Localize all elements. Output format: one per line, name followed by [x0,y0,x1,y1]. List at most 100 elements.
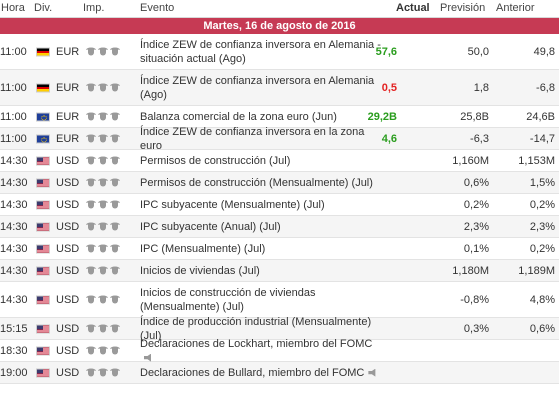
forecast-value: 0,3% [463,322,489,335]
previous-value: 24,6B [526,110,555,123]
event-time: 14:30 [0,293,28,306]
importance-icon [86,244,120,253]
event-name[interactable]: Declaraciones de Bullard, miembro del FO… [140,366,385,380]
importance-icon [86,178,120,187]
header-previous[interactable]: Anterior [496,2,535,14]
previous-value: 1,153M [518,154,555,167]
previous-value: -14,7 [529,132,555,145]
event-time: 14:30 [0,154,28,167]
table-row[interactable]: 19:00 USD Declaraciones de Bullard, miembr… [0,362,559,384]
table-row[interactable]: 18:30 USD Declaraciones de Lockhart, miemb… [0,337,559,365]
event-name[interactable]: Índice ZEW de confianza inversora en Ale… [140,74,385,102]
event-time: 18:30 [0,344,28,357]
bull-icon [110,324,120,333]
table-row[interactable]: 11:00 EUR Índice ZEW de confianza inversor… [0,125,559,153]
speaker-icon [144,353,151,362]
currency-code: USD [56,176,80,189]
event-label[interactable]: Declaraciones de Lockhart, miembro del F… [140,337,373,350]
bull-icon [86,266,96,275]
actual-value: 57,6 [375,45,397,58]
header-actual[interactable]: Actual [396,2,430,14]
speaker-icon [368,368,376,377]
bull-icon [86,324,96,333]
event-name[interactable]: Declaraciones de Lockhart, miembro del F… [140,337,385,365]
forecast-value: 25,8B [460,110,489,123]
event-label[interactable]: Permisos de construcción (Mensualmente) … [140,176,373,189]
previous-value: 0,2% [529,242,555,255]
header-importance: Imp. [83,2,105,14]
table-row[interactable]: 14:30 USD IPC subyacente (Mensualmente) (J… [0,194,559,216]
bull-icon [98,368,108,377]
event-label[interactable]: Declaraciones de Bullard, miembro del FO… [140,366,365,379]
table-row[interactable]: 14:30 USD IPC (Mensualmente) (Jul) 0,1% 0,2% [0,238,559,260]
table-row[interactable]: 14:30 USD IPC subyacente (Anual) (Jul) 2,3%… [0,216,559,238]
currency-code: USD [56,344,80,357]
event-name[interactable]: IPC subyacente (Anual) (Jul) [140,220,385,234]
table-row[interactable]: 14:30 USD Permisos de construcción (Mensua… [0,172,559,194]
event-name[interactable]: Balanza comercial de la zona euro (Jun) [140,110,385,124]
table-row[interactable]: 11:00 EUR Balanza comercial de la zona eur… [0,106,559,128]
bull-icon [86,178,96,187]
event-name[interactable]: Permisos de construcción (Mensualmente) … [140,176,385,190]
event-time: 15:15 [0,322,28,335]
date-banner: Martes, 16 de agosto de 2016 [0,18,559,34]
previous-value: -6,8 [536,81,555,94]
importance-icon [86,156,120,165]
forecast-value: 0,1% [463,242,489,255]
event-list: 11:00 EUR Índice ZEW de confianza inversor… [0,34,559,384]
forecast-value: 1,180M [452,264,489,277]
currency-code: USD [56,293,80,306]
bull-icon [86,134,96,143]
previous-value: 49,8 [533,45,555,58]
event-label[interactable]: Índice ZEW de confianza inversora en Ale… [140,74,375,101]
forecast-value: 0,6% [463,176,489,189]
bull-icon [110,346,120,355]
bull-icon [86,47,96,56]
bull-icon [98,156,108,165]
event-label[interactable]: Índice ZEW de confianza inversora en Ale… [140,38,381,65]
bull-icon [98,222,108,231]
bull-icon [110,47,120,56]
event-name[interactable]: Índice de producción industrial (Mensual… [140,315,385,343]
event-label[interactable]: Índice de producción industrial (Mensual… [140,315,372,342]
event-label[interactable]: IPC subyacente (Anual) (Jul) [140,220,281,233]
table-header: Hora Div. Imp. Evento Actual Previsión A… [0,0,559,18]
event-label[interactable]: Balanza comercial de la zona euro (Jun) [140,110,337,123]
currency-code: EUR [56,132,80,145]
event-time: 11:00 [0,81,27,94]
event-label[interactable]: IPC (Mensualmente) (Jul) [140,242,266,255]
currency-code: USD [56,366,80,379]
event-time: 19:00 [0,366,28,379]
event-name[interactable]: IPC subyacente (Mensualmente) (Jul) [140,198,385,212]
table-row[interactable]: 14:30 USD Permisos de construcción (Jul) 1,… [0,150,559,172]
event-name[interactable]: Índice ZEW de confianza inversora en Ale… [140,38,385,66]
event-name[interactable]: Inicios de construcción de viviendas (Me… [140,286,385,314]
bull-icon [110,244,120,253]
event-label[interactable]: Inicios de construcción de viviendas (Me… [140,286,316,313]
event-name[interactable]: IPC (Mensualmente) (Jul) [140,242,385,256]
currency-code: EUR [56,45,80,58]
previous-value: 4,8% [529,293,555,306]
event-name[interactable]: Permisos de construcción (Jul) [140,154,385,168]
event-label[interactable]: Inicios de viviendas (Jul) [140,264,260,277]
currency-code: USD [56,154,80,167]
currency-code: USD [56,264,80,277]
table-row[interactable]: 14:30 USD Inicios de viviendas (Jul) 1,180M… [0,260,559,282]
table-row[interactable]: 14:30 USD Inicios de construcción de vivie… [0,282,559,318]
event-name[interactable]: Índice ZEW de confianza inversora en la … [140,125,385,153]
flag-icon [36,134,50,143]
importance-icon [86,112,120,121]
previous-value: 2,3% [529,220,555,233]
bull-icon [98,295,108,304]
importance-icon [86,47,120,56]
event-label[interactable]: IPC subyacente (Mensualmente) (Jul) [140,198,325,211]
table-row[interactable]: 11:00 EUR Índice ZEW de confianza inversor… [0,34,559,70]
event-label[interactable]: Índice ZEW de confianza inversora en la … [140,125,365,152]
flag-icon [36,244,50,253]
event-label[interactable]: Permisos de construcción (Jul) [140,154,291,167]
table-row[interactable]: 15:15 USD Índice de producción industrial … [0,315,559,343]
bull-icon [98,244,108,253]
event-name[interactable]: Inicios de viviendas (Jul) [140,264,385,278]
header-forecast[interactable]: Previsión [440,2,486,14]
table-row[interactable]: 11:00 EUR Índice ZEW de confianza inversor… [0,70,559,106]
